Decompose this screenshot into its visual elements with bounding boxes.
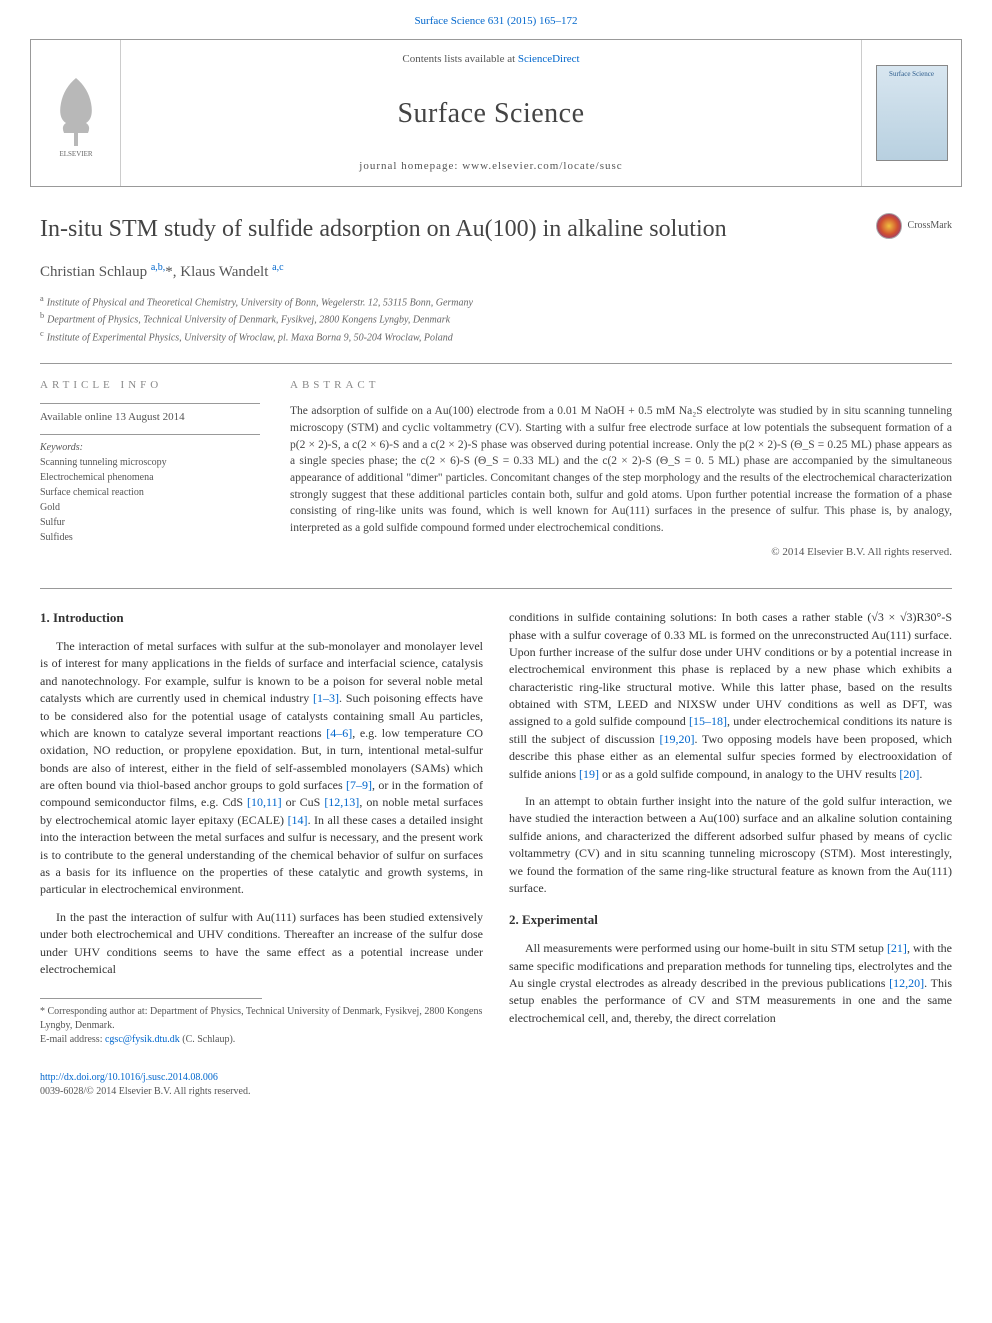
info-abstract-row: article info Available online 13 August …	[40, 364, 952, 560]
issn-copyright: 0039-6028/© 2014 Elsevier B.V. All right…	[40, 1086, 250, 1097]
ref-link[interactable]: [12,20]	[889, 976, 924, 990]
ref-link[interactable]: [20]	[899, 767, 919, 781]
keywords-list: Scanning tunneling microscopyElectrochem…	[40, 455, 260, 545]
body-columns: 1. Introduction The interaction of metal…	[40, 588, 952, 1047]
journal-cover	[861, 40, 961, 186]
left-column: 1. Introduction The interaction of metal…	[40, 609, 483, 1047]
ref-link[interactable]: [19,20]	[659, 732, 694, 746]
section-2-heading: 2. Experimental	[509, 911, 952, 930]
journal-homepage[interactable]: journal homepage: www.elsevier.com/locat…	[121, 159, 861, 174]
right-p3: All measurements were performed using ou…	[509, 940, 952, 1027]
abstract: abstract The adsorption of sulfide on a …	[290, 378, 952, 560]
author-email-link[interactable]: cgsc@fysik.dtu.dk	[105, 1034, 180, 1045]
right-p2: In an attempt to obtain further insight …	[509, 793, 952, 897]
doi-link[interactable]: http://dx.doi.org/10.1016/j.susc.2014.08…	[40, 1072, 218, 1083]
crossmark-badge[interactable]: CrossMark	[876, 213, 952, 239]
abstract-label: abstract	[290, 378, 952, 393]
cover-image	[876, 65, 948, 161]
ref-link[interactable]: [21]	[887, 941, 907, 955]
sciencedirect-link[interactable]: ScienceDirect	[518, 53, 580, 65]
footer: http://dx.doi.org/10.1016/j.susc.2014.08…	[40, 1071, 952, 1099]
journal-header: ELSEVIER Contents lists available at Sci…	[30, 39, 962, 187]
ref-link[interactable]: [7–9]	[346, 778, 372, 792]
ref-link[interactable]: [10,11]	[247, 795, 282, 809]
footnote-rule	[40, 998, 262, 999]
article-info: article info Available online 13 August …	[40, 378, 260, 560]
crossmark-icon	[876, 213, 902, 239]
right-p1: conditions in sulfide containing solutio…	[509, 609, 952, 783]
header-center: Contents lists available at ScienceDirec…	[121, 40, 861, 186]
svg-text:ELSEVIER: ELSEVIER	[59, 150, 92, 158]
abstract-text: The adsorption of sulfide on a Au(100) e…	[290, 403, 952, 536]
article-info-label: article info	[40, 378, 260, 393]
intro-p2: In the past the interaction of sulfur wi…	[40, 909, 483, 979]
corresponding-author: * Corresponding author at: Department of…	[40, 1005, 483, 1033]
affiliations: aInstitute of Physical and Theoretical C…	[40, 293, 952, 345]
ref-link[interactable]: [15–18]	[689, 714, 727, 728]
ref-link[interactable]: [14]	[288, 813, 308, 827]
intro-p1: The interaction of metal surfaces with s…	[40, 638, 483, 899]
abstract-copyright: © 2014 Elsevier B.V. All rights reserved…	[290, 545, 952, 560]
elsevier-logo: ELSEVIER	[31, 40, 121, 186]
top-reference[interactable]: Surface Science 631 (2015) 165–172	[0, 0, 992, 39]
journal-name: Surface Science	[121, 94, 861, 133]
article-title: In-situ STM study of sulfide adsorption …	[40, 213, 952, 247]
contents-line: Contents lists available at ScienceDirec…	[121, 52, 861, 67]
authors: Christian Schlaup a,b,*, Klaus Wandelt a…	[40, 261, 952, 283]
available-online: Available online 13 August 2014	[40, 403, 260, 431]
title-block: CrossMark In-situ STM study of sulfide a…	[40, 213, 952, 345]
keywords-label: Keywords:	[40, 434, 260, 455]
ref-link[interactable]: [12,13]	[324, 795, 359, 809]
ref-link[interactable]: [4–6]	[326, 726, 352, 740]
email-footnote: E-mail address: cgsc@fysik.dtu.dk (C. Sc…	[40, 1033, 483, 1047]
section-1-heading: 1. Introduction	[40, 609, 483, 628]
ref-link[interactable]: [1–3]	[313, 691, 339, 705]
right-column: conditions in sulfide containing solutio…	[509, 609, 952, 1047]
elsevier-tree-icon: ELSEVIER	[46, 68, 106, 158]
ref-link[interactable]: [19]	[579, 767, 599, 781]
